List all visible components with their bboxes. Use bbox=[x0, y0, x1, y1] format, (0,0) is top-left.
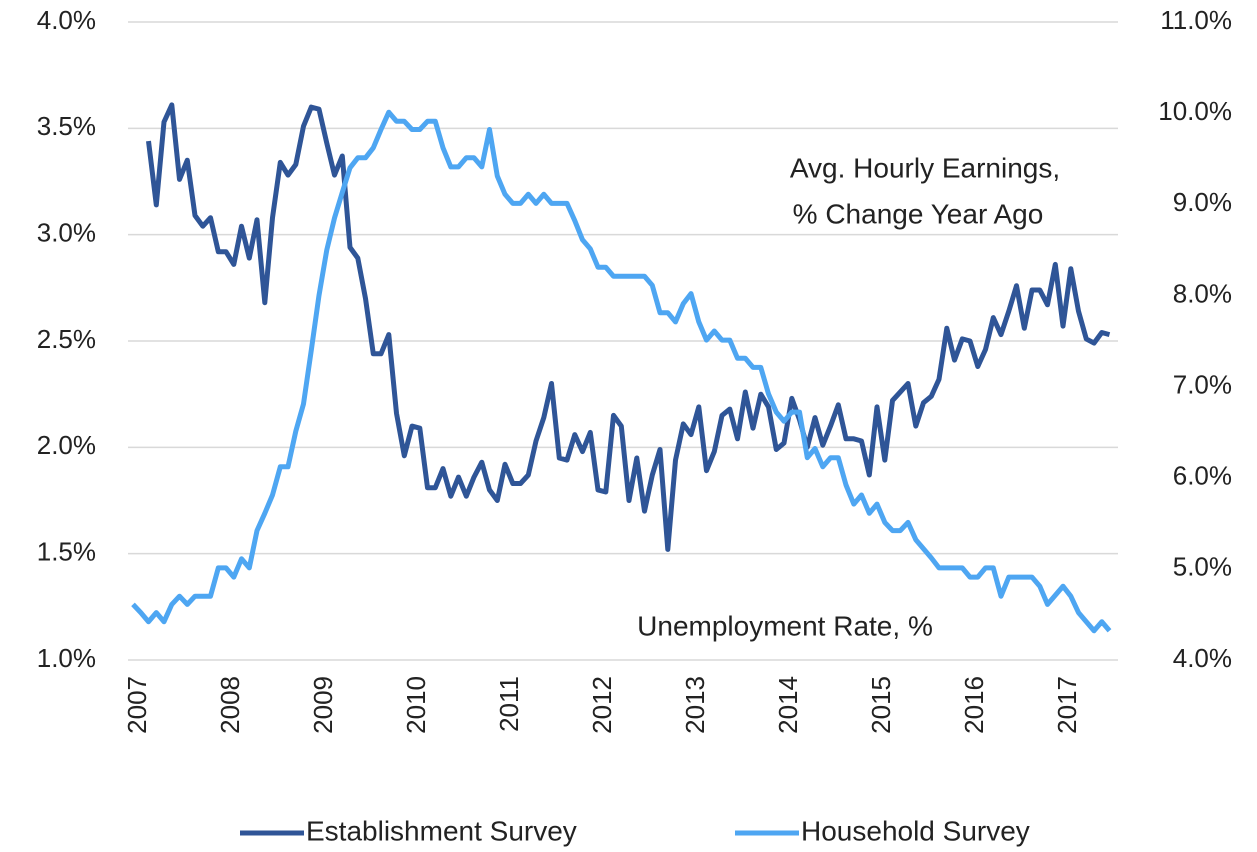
y-tick-label: 1.5% bbox=[37, 537, 96, 567]
data-line bbox=[146, 102, 1111, 552]
y2-tick-label: 11.0% bbox=[1160, 5, 1232, 35]
annotation: % Change Year Ago bbox=[793, 198, 1044, 229]
data-line bbox=[131, 109, 1112, 634]
y-tick-label: 4.0% bbox=[37, 5, 96, 35]
y2-tick-label: 9.0% bbox=[1173, 187, 1232, 217]
y-tick-label: 2.0% bbox=[37, 430, 96, 460]
x-tick-label: 2017 bbox=[1052, 676, 1082, 734]
y2-tick-label: 4.0% bbox=[1173, 643, 1232, 673]
y2-tick-label: 8.0% bbox=[1173, 278, 1232, 308]
legend-label: Household Survey bbox=[801, 815, 1030, 846]
x-tick-label: 2008 bbox=[215, 676, 245, 734]
y2-tick-label: 6.0% bbox=[1173, 461, 1232, 491]
annotation: Unemployment Rate, % bbox=[637, 610, 933, 641]
legend-label: Establishment Survey bbox=[306, 815, 577, 846]
annotation: Avg. Hourly Earnings, bbox=[790, 152, 1060, 183]
x-tick-label: 2015 bbox=[866, 676, 896, 734]
x-tick-label: 2009 bbox=[308, 676, 338, 734]
y2-tick-label: 7.0% bbox=[1173, 369, 1232, 399]
x-tick-label: 2007 bbox=[122, 676, 152, 734]
x-tick-label: 2010 bbox=[401, 676, 431, 734]
y2-tick-label: 10.0% bbox=[1158, 96, 1232, 126]
x-tick-label: 2013 bbox=[680, 676, 710, 734]
y2-tick-label: 5.0% bbox=[1173, 552, 1232, 582]
y-tick-label: 2.5% bbox=[37, 324, 96, 354]
x-tick-label: 2012 bbox=[587, 676, 617, 734]
y-tick-label: 3.0% bbox=[37, 218, 96, 248]
x-tick-label: 2016 bbox=[959, 676, 989, 734]
y-tick-label: 1.0% bbox=[37, 643, 96, 673]
y-tick-label: 3.5% bbox=[37, 111, 96, 141]
x-tick-label: 2014 bbox=[773, 676, 803, 734]
x-tick-label: 2011 bbox=[494, 676, 524, 732]
